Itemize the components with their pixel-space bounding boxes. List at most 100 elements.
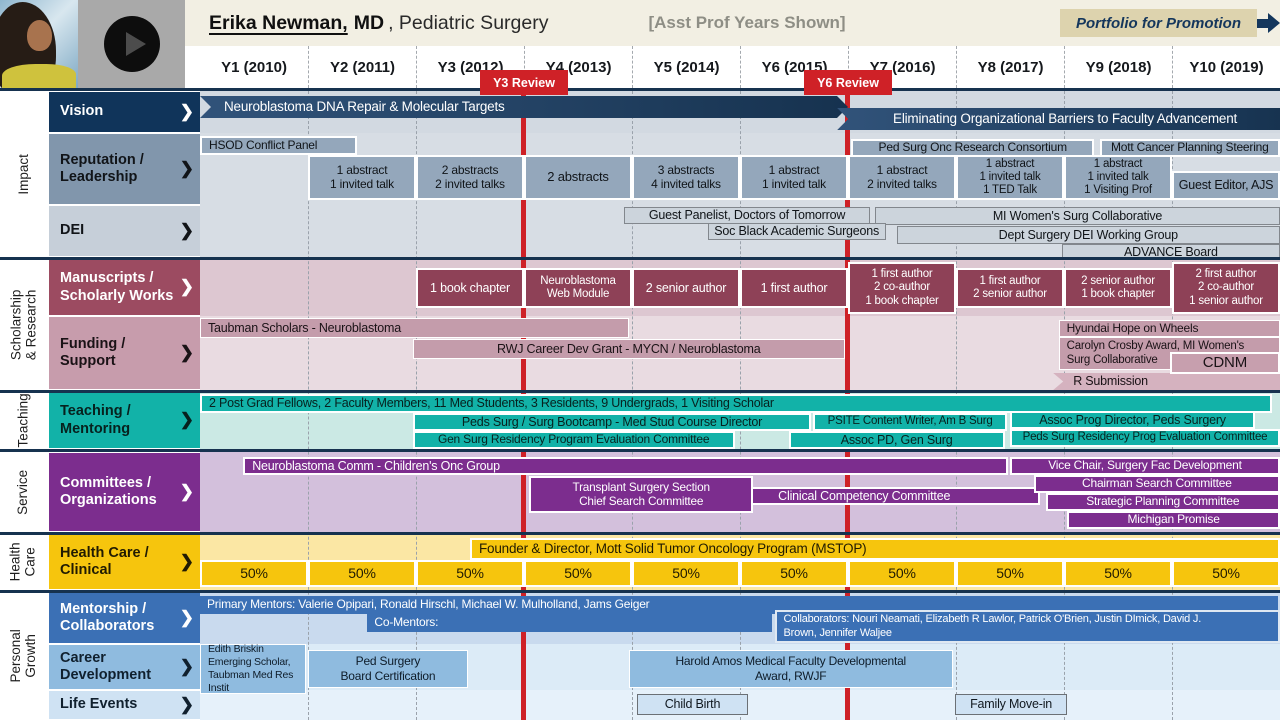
- chevron-right-icon: ❯: [179, 607, 194, 627]
- group-separator: [0, 88, 1280, 91]
- row-label-life[interactable]: Life Events ❯: [49, 691, 200, 719]
- teaching-item: PSITE Content Writer, Am B Surg: [813, 413, 1007, 431]
- funding-item: Taubman Scholars - Neuroblastoma: [200, 318, 629, 338]
- chevron-right-icon: ❯: [179, 342, 194, 362]
- reputation-item: Ped Surg Onc Research Consortium: [851, 139, 1095, 157]
- group-label-text: Scholarship & Research: [8, 289, 39, 360]
- life-item: Child Birth: [637, 694, 748, 715]
- row-label-text: Manuscripts / Scholarly Works: [60, 270, 174, 304]
- chevron-right-icon: ❯: [179, 101, 194, 121]
- manuscripts-item: 2 senior author 1 book chapter: [1064, 268, 1172, 308]
- group-label-text: Teaching: [15, 393, 31, 448]
- axis-background: [185, 46, 1280, 88]
- review-badge: Y6 Review: [804, 70, 892, 95]
- person-degree: MD: [353, 11, 385, 34]
- row-label-vision[interactable]: Vision ❯: [49, 92, 200, 132]
- row-label-text: Life Events: [60, 696, 138, 713]
- row-label-text: Committees / Organizations: [60, 474, 157, 508]
- manuscripts-item: 1 first author: [740, 268, 848, 308]
- teaching-item: 2 Post Grad Fellows, 2 Faculty Members, …: [200, 394, 1273, 413]
- chevron-right-icon: ❯: [179, 481, 194, 501]
- reputation-item: Guest Editor, AJS: [1172, 171, 1280, 200]
- teaching-item: Gen Surg Residency Program Evaluation Co…: [412, 431, 735, 449]
- group-label: Health Care: [0, 534, 48, 590]
- group-separator: [0, 390, 1280, 393]
- row-label-reputation[interactable]: Reputation / Leadership ❯: [49, 134, 200, 204]
- committees-item: Clinical Competency Committee: [688, 487, 1041, 505]
- committees-item: Vice Chair, Surgery Fac Development: [1010, 457, 1280, 475]
- row-label-text: Health Care / Clinical: [60, 544, 149, 578]
- reputation-item: 3 abstracts 4 invited talks: [632, 155, 740, 200]
- manuscripts-item: 1 first author 2 senior author: [956, 268, 1064, 308]
- row-label-teaching[interactable]: Teaching / Mentoring ❯: [49, 393, 200, 448]
- healthcare-item: 50%: [1172, 560, 1280, 587]
- group-separator: [0, 449, 1280, 452]
- chevron-right-icon: ❯: [179, 220, 194, 240]
- life-item: Family Move-in: [954, 694, 1068, 715]
- row-label-manuscripts[interactable]: Manuscripts / Scholarly Works ❯: [49, 260, 200, 315]
- committees-item: Chairman Search Committee: [1033, 475, 1280, 493]
- axis-year-10: Y10 (2019): [1172, 46, 1280, 88]
- axis-year-1: Y1 (2010): [221, 58, 287, 76]
- photo-shirt-shape: [2, 64, 76, 88]
- mentorship-item: Co-Mentors:: [367, 614, 773, 632]
- play-button[interactable]: [104, 16, 160, 72]
- row-label-mentorship[interactable]: Mentorship / Collaborators ❯: [49, 593, 200, 643]
- row-label-committees[interactable]: Committees / Organizations ❯: [49, 453, 200, 531]
- manuscripts-item: 2 first author 2 co-author 1 senior auth…: [1172, 262, 1280, 314]
- reputation-item: 1 abstract 1 invited talk: [308, 155, 416, 200]
- dei-item: Dept Surgery DEI Working Group: [896, 226, 1280, 244]
- teaching-item: Assoc PD, Gen Surg: [788, 431, 1005, 449]
- row-label-dei[interactable]: DEI ❯: [49, 206, 200, 256]
- portfolio-badge: Portfolio for Promotion: [1060, 9, 1257, 37]
- row-label-career[interactable]: Career Development ❯: [49, 645, 200, 689]
- healthcare-item: 50%: [740, 560, 848, 587]
- mentorship-item: Collaborators: Nouri Neamati, Elizabeth …: [774, 610, 1280, 643]
- row-label-text: Reputation / Leadership: [60, 151, 144, 185]
- group-label: Scholarship & Research: [0, 259, 48, 390]
- row-label-healthcare[interactable]: Health Care / Clinical ❯: [49, 535, 200, 589]
- healthcare-item: 50%: [848, 560, 956, 587]
- dei-item: Soc Black Academic Surgeons: [707, 223, 886, 240]
- reputation-item: 1 abstract 2 invited talks: [848, 155, 956, 200]
- healthcare-item: 50%: [308, 560, 416, 587]
- committees-item: Strategic Planning Committee: [1045, 493, 1280, 511]
- healthcare-item: 50%: [524, 560, 632, 587]
- group-label-text: Personal Growth: [8, 629, 39, 683]
- funding-item: Hyundai Hope on Wheels: [1058, 320, 1280, 337]
- chevron-right-icon: ❯: [179, 656, 194, 676]
- healthcare-item: 50%: [200, 560, 308, 587]
- row-label-text: Funding / Support: [60, 335, 126, 369]
- committees-item: Michigan Promise: [1067, 511, 1280, 529]
- dei-item: ADVANCE Board: [1061, 244, 1280, 260]
- group-separator: [0, 257, 1280, 260]
- funding-item: CDNM: [1169, 352, 1280, 374]
- row-label-text: Teaching / Mentoring: [60, 403, 131, 437]
- review-badge: Y3 Review: [480, 70, 568, 95]
- title-bar: Erika Newman, MD , Pediatric Surgery [As…: [185, 0, 1055, 46]
- healthcare-item: 50%: [632, 560, 740, 587]
- row-label-funding[interactable]: Funding / Support ❯: [49, 317, 200, 389]
- healthcare-item: 50%: [1064, 560, 1172, 587]
- photo-face-shape: [27, 20, 52, 51]
- reputation-item: 1 abstract 1 invited talk: [740, 155, 848, 200]
- group-label-text: Impact: [15, 153, 31, 195]
- manuscripts-item: Neuroblastoma Web Module: [524, 268, 632, 308]
- funding-item: RWJ Career Dev Grant - MYCN / Neuroblast…: [412, 339, 845, 359]
- healthcare-item: 50%: [956, 560, 1064, 587]
- vision-item: Eliminating Organizational Barriers to F…: [837, 108, 1280, 130]
- dei-item: MI Women's Surg Collaborative: [875, 207, 1280, 225]
- portfolio-label: Portfolio for Promotion: [1076, 14, 1241, 32]
- mentorship-item: Primary Mentors: Valerie Opipari, Ronald…: [200, 596, 1278, 614]
- group-label: Impact: [0, 91, 48, 257]
- teaching-item: Peds Surg Residency Prog Evaluation Comm…: [1010, 429, 1280, 447]
- portfolio-arrow-head-icon: [1268, 13, 1280, 33]
- row-label-text: Career Development: [60, 649, 152, 683]
- reputation-item: 1 abstract 1 invited talk 1 Visiting Pro…: [1064, 155, 1172, 200]
- play-icon: [125, 32, 146, 56]
- vision-item: Neuroblastoma DNA Repair & Molecular Tar…: [200, 96, 848, 118]
- reputation-item: 2 abstracts: [524, 155, 632, 200]
- group-separator: [0, 532, 1280, 535]
- reputation-item: HSOD Conflict Panel: [200, 136, 357, 155]
